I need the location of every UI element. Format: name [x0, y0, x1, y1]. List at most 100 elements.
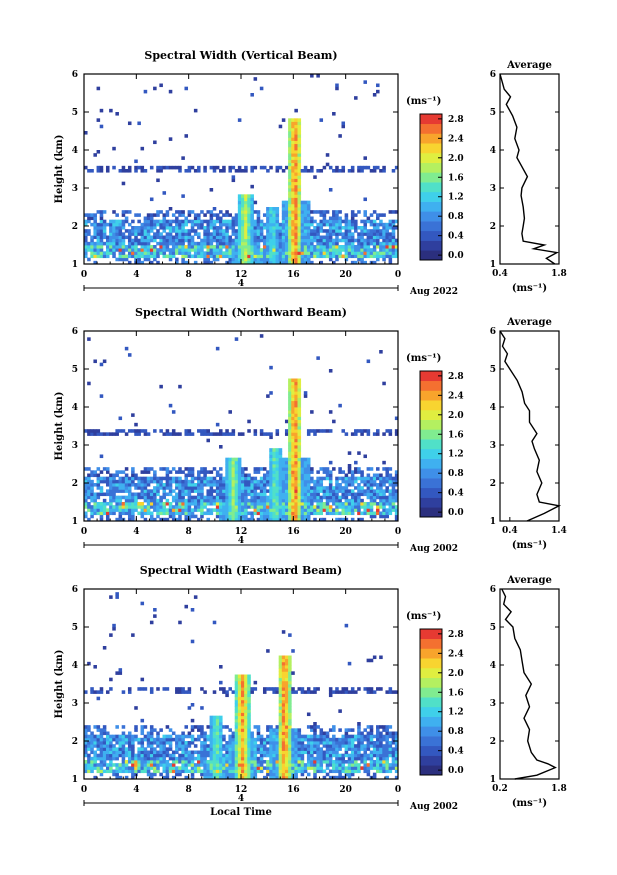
heatmap-cell — [219, 763, 223, 767]
heatmap-cell — [366, 219, 371, 224]
heatmap-cell — [143, 492, 148, 497]
heatmap-cell — [115, 245, 119, 249]
heatmap-cell — [109, 492, 113, 497]
heatmap-cell — [241, 744, 245, 748]
heatmap-cell — [262, 517, 267, 522]
heatmap-cell — [121, 254, 126, 259]
heatmap-cell — [288, 454, 292, 459]
colorbar-label: 1.6 — [448, 430, 464, 440]
heatmap-cell — [237, 194, 242, 198]
heatmap-cell — [391, 492, 396, 497]
heatmap-cell — [281, 693, 286, 698]
heatmap-cell — [206, 760, 210, 764]
heatmap-cell — [291, 403, 295, 408]
heatmap-cell — [247, 725, 251, 729]
heatmap-cell — [313, 750, 317, 755]
heatmap-cell — [178, 226, 182, 230]
heatmap-cell — [178, 432, 182, 436]
heatmap-cell — [388, 476, 393, 481]
heatmap-cell — [306, 460, 311, 465]
heatmap-cell — [363, 213, 367, 217]
heatmap-cell — [244, 505, 248, 509]
heatmap-cell — [272, 254, 276, 259]
heatmap-cell — [131, 505, 135, 509]
heatmap-cell — [250, 741, 254, 745]
colorbar-label: 2.8 — [448, 372, 464, 382]
heatmap-cell — [363, 219, 367, 224]
heatmap-cell — [338, 753, 342, 758]
heatmap-cell — [184, 432, 189, 436]
heatmap-cell — [344, 511, 349, 516]
heatmap-cell — [219, 747, 223, 751]
heatmap-cell — [241, 508, 245, 512]
heatmap-cell — [310, 479, 314, 484]
heatmap-cell — [360, 248, 364, 252]
heatmap-cell — [137, 248, 141, 252]
heatmap-cell — [209, 741, 214, 745]
heatmap-cell — [241, 511, 245, 516]
heatmap-cell — [237, 731, 242, 736]
heatmap-cell — [313, 498, 317, 503]
heatmap-cell — [162, 505, 167, 509]
heatmap-cell — [272, 241, 276, 246]
heatmap-cell — [382, 508, 386, 512]
heatmap-cell — [363, 260, 367, 265]
heatmap-cell — [363, 454, 367, 459]
heatmap-cell — [369, 241, 374, 246]
heatmap-cell — [294, 753, 298, 758]
heatmap-cell — [244, 722, 248, 726]
heatmap-cell — [146, 737, 151, 742]
heatmap-cell — [237, 741, 242, 745]
heatmap-cell — [222, 753, 226, 758]
heatmap-cell — [372, 251, 377, 255]
heatmap-cell — [99, 760, 104, 764]
heatmap-cell — [184, 766, 189, 770]
heatmap-cell — [262, 760, 267, 764]
heatmap-cell — [278, 226, 283, 230]
heatmap-cell — [291, 432, 295, 436]
heatmap-cell — [253, 77, 258, 81]
heatmap-cell — [357, 226, 361, 230]
heatmap-cell — [234, 337, 239, 341]
heatmap-cell — [222, 737, 226, 742]
heatmap-cell — [297, 489, 302, 493]
heatmap-cell — [388, 479, 393, 484]
heatmap-cell — [175, 238, 179, 243]
heatmap-cell — [291, 156, 295, 160]
heatmap-cell — [366, 432, 371, 436]
heatmap-cell — [291, 445, 295, 449]
heatmap-cell — [105, 238, 110, 243]
heatmap-cell — [237, 495, 242, 500]
heatmap-cell — [297, 505, 302, 509]
heatmap-cell — [391, 232, 396, 236]
heatmap-cell — [332, 775, 336, 780]
heatmap-cell — [118, 502, 123, 506]
heatmap-cell — [190, 241, 195, 246]
heatmap-cell — [366, 486, 371, 490]
colorbar-swatch — [420, 419, 442, 430]
heatmap-cell — [115, 257, 119, 262]
heatmap-cell — [266, 226, 270, 230]
heatmap-cell — [269, 245, 273, 249]
heatmap-cell — [391, 498, 396, 503]
heatmap-cell — [175, 235, 179, 240]
heatmap-cell — [247, 248, 251, 252]
heatmap-cell — [153, 486, 157, 490]
heatmap-cell — [328, 219, 333, 224]
heatmap-cell — [391, 241, 396, 246]
heatmap-cell — [118, 241, 123, 246]
heatmap-cell — [350, 210, 355, 214]
heatmap-cell — [325, 473, 330, 478]
heatmap-cell — [121, 479, 126, 484]
heatmap-cell — [357, 502, 361, 506]
heatmap-cell — [178, 514, 182, 519]
heatmap-cell — [325, 238, 330, 243]
heatmap-cell — [350, 219, 355, 224]
heatmap-cell — [244, 203, 248, 208]
heatmap-cell — [197, 473, 201, 478]
heatmap-cell — [281, 665, 286, 669]
heatmap-cell — [247, 232, 251, 236]
heatmap-cell — [275, 747, 280, 751]
heatmap-cell — [134, 476, 138, 481]
heatmap-cell — [332, 690, 336, 694]
